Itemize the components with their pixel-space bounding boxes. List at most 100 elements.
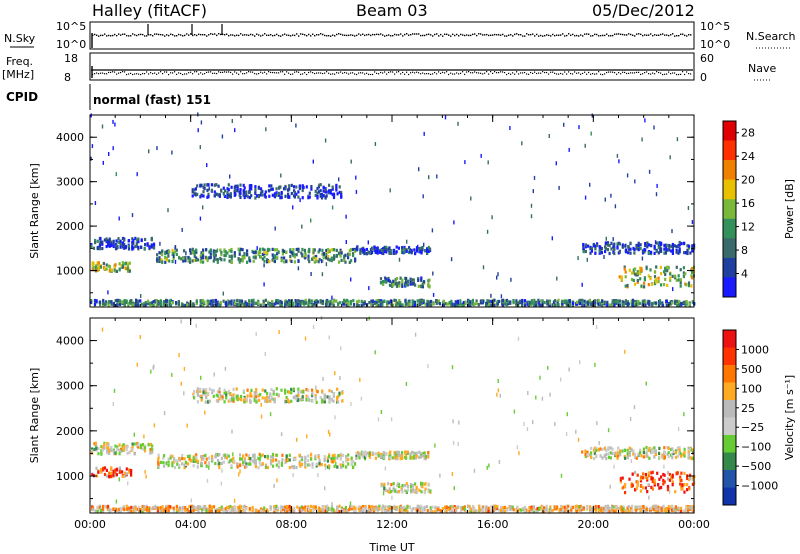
heatmap-cell <box>293 255 296 259</box>
heatmap-cell <box>324 188 327 192</box>
heatmap-cell <box>690 448 693 452</box>
nave-point <box>484 72 486 74</box>
heatmap-cell <box>293 190 296 195</box>
heatmap-cell <box>442 299 445 303</box>
heatmap-noise <box>374 142 377 146</box>
heatmap-cell <box>277 299 280 303</box>
heatmap-cell <box>93 299 97 303</box>
heatmap-cell <box>259 392 262 397</box>
heatmap-cell <box>304 505 307 509</box>
nave-point <box>556 73 558 75</box>
heatmap-cell <box>640 268 643 272</box>
heatmap-cell <box>663 451 666 455</box>
heatmap-cell <box>95 466 98 470</box>
nave-point <box>248 71 250 73</box>
heatmap-cell <box>269 507 272 511</box>
heatmap-cell <box>644 472 647 477</box>
heatmap-cell <box>671 475 674 479</box>
heatmap-noise <box>200 120 203 125</box>
heatmap-cell <box>315 254 318 259</box>
heatmap-cell <box>200 394 203 398</box>
heatmap-cell <box>339 254 342 258</box>
heatmap-cell <box>103 466 107 470</box>
heatmap-cell <box>280 256 283 260</box>
heatmap-cell <box>266 391 269 396</box>
heatmap-cell <box>108 471 111 475</box>
freq-panel <box>89 52 695 81</box>
heatmap-cell <box>322 194 325 198</box>
colorbar-segment <box>723 140 736 161</box>
heatmap-cell <box>318 509 321 513</box>
nsky-point <box>466 34 468 36</box>
heatmap-cell <box>656 471 659 475</box>
heatmap-noise <box>610 193 612 198</box>
heatmap-cell <box>135 303 138 307</box>
heatmap-cell <box>311 303 314 307</box>
heatmap-cell <box>318 461 321 465</box>
heatmap-noise <box>509 126 511 130</box>
heatmap-cell <box>108 451 111 455</box>
heatmap-cell <box>135 298 138 302</box>
heatmap-cell <box>178 256 181 260</box>
heatmap-cell <box>101 448 104 452</box>
heatmap-cell <box>110 302 113 306</box>
heatmap-cell <box>428 284 431 288</box>
heatmap-cell <box>421 485 424 489</box>
heatmap-cell <box>326 456 329 460</box>
nave-point <box>270 71 272 74</box>
heatmap-cell <box>288 458 291 462</box>
heatmap-cell <box>212 505 216 509</box>
nave-point <box>94 73 96 75</box>
heatmap-cell <box>371 507 374 511</box>
heatmap-cell <box>243 186 246 190</box>
heatmap-cell <box>378 507 381 511</box>
heatmap-cell <box>208 504 211 508</box>
nsky-point <box>652 35 654 37</box>
heatmap-cell <box>582 242 585 247</box>
heatmap-cell <box>414 488 417 492</box>
heatmap-cell <box>96 239 99 243</box>
heatmap-cell <box>290 399 293 403</box>
heatmap-noise <box>436 174 438 179</box>
heatmap-cell <box>584 245 587 249</box>
heatmap-cell <box>295 185 298 189</box>
nave-point <box>136 73 138 75</box>
heatmap-cell <box>216 394 220 398</box>
nsky-point <box>238 34 240 37</box>
nsky-point <box>324 34 326 37</box>
heatmap-cell <box>245 191 248 195</box>
heatmap-cell <box>515 301 518 305</box>
nsky-point <box>584 33 586 35</box>
heatmap-cell <box>435 299 438 303</box>
nsky-point <box>336 33 338 36</box>
heatmap-cell <box>255 400 258 404</box>
heatmap-noise <box>555 161 557 166</box>
heatmap-cell <box>266 399 269 404</box>
heatmap-cell <box>94 241 97 245</box>
nave-point <box>288 72 290 74</box>
heatmap-cell <box>421 482 424 486</box>
nsky-point <box>144 35 146 37</box>
heatmap-cell <box>202 390 205 394</box>
heatmap-cell <box>426 509 429 513</box>
nsky-point <box>278 34 280 37</box>
heatmap-cell <box>381 504 384 508</box>
heatmap-cell <box>363 450 367 454</box>
heatmap-cell <box>216 257 219 262</box>
heatmap-cell <box>253 455 256 459</box>
heatmap-cell <box>226 509 229 514</box>
heatmap-cell <box>314 505 317 509</box>
nave-point <box>680 73 682 75</box>
heatmap-cell <box>208 387 211 391</box>
heatmap-cell <box>200 457 203 461</box>
heatmap-cell <box>239 183 242 187</box>
nave-point <box>102 72 104 74</box>
heatmap-cell <box>666 484 670 489</box>
heatmap-cell <box>101 445 104 449</box>
heatmap-cell <box>188 504 191 509</box>
heatmap-cell <box>258 452 261 456</box>
heatmap-cell <box>613 251 616 256</box>
heatmap-cell <box>212 303 215 307</box>
heatmap-cell <box>231 507 234 511</box>
heatmap-cell <box>386 301 389 305</box>
